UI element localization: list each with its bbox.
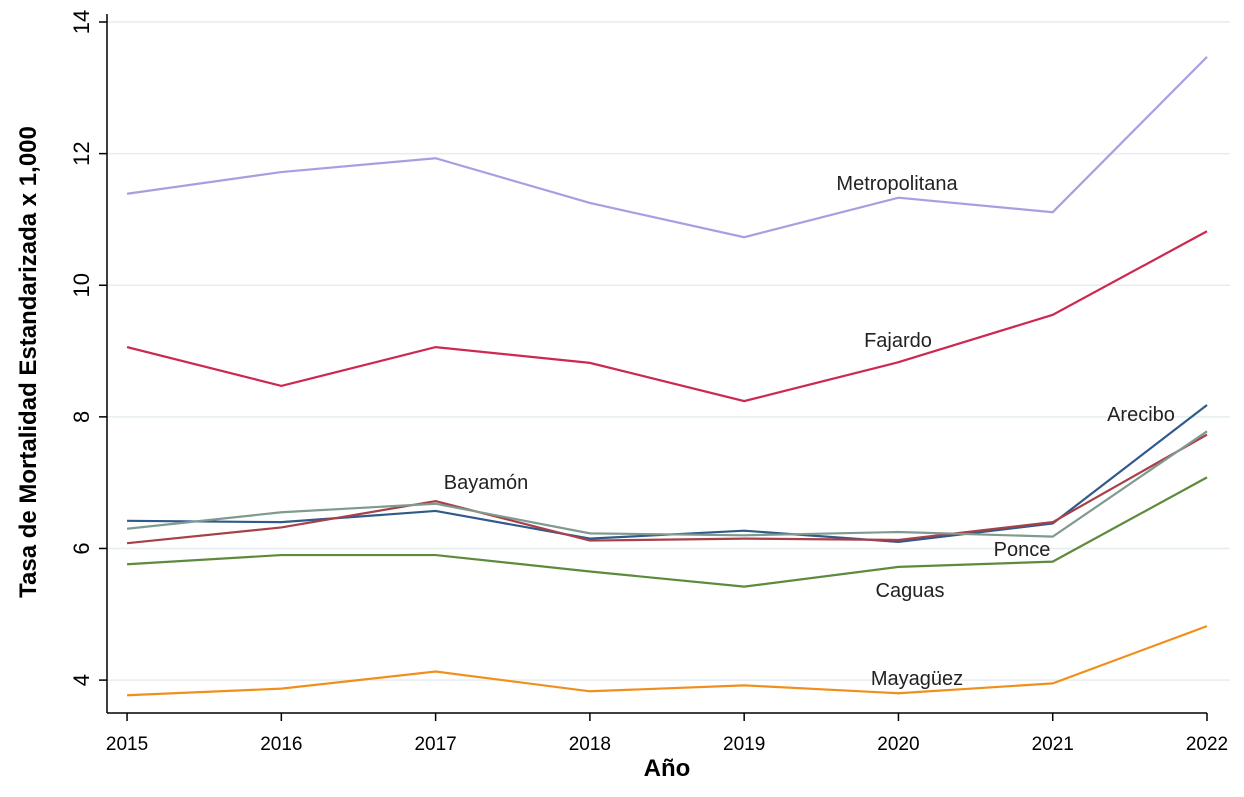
series-line bbox=[127, 625, 1208, 697]
series-label: Caguas bbox=[876, 580, 945, 602]
series-label: Ponce bbox=[994, 539, 1051, 561]
x-tick-label: 2018 bbox=[569, 734, 611, 755]
series-line bbox=[126, 230, 1208, 403]
x-tick-label: 2017 bbox=[414, 734, 456, 755]
series-label: Arecibo bbox=[1107, 404, 1175, 426]
y-tick-label: 4 bbox=[69, 674, 94, 686]
x-tick-label: 2020 bbox=[877, 734, 919, 755]
series-label: Metropolitana bbox=[836, 173, 958, 195]
x-tick-label: 2021 bbox=[1032, 734, 1074, 755]
series-line bbox=[127, 404, 1208, 543]
y-axis-title: Tasa de Mortalidad Estandarizada x 1,000 bbox=[15, 126, 42, 598]
y-tick-label: 14 bbox=[69, 10, 94, 34]
series-line bbox=[126, 476, 1208, 588]
series-line bbox=[126, 56, 1208, 239]
x-tick-label: 2015 bbox=[106, 734, 148, 755]
series-label: Fajardo bbox=[864, 330, 932, 352]
series-label: Mayagüez bbox=[871, 668, 963, 690]
series-line bbox=[126, 433, 1208, 545]
x-tick-label: 2019 bbox=[723, 734, 765, 755]
y-tick-label: 10 bbox=[69, 273, 94, 297]
x-tick-label: 2016 bbox=[260, 734, 302, 755]
y-tick-label: 6 bbox=[69, 542, 94, 554]
series-line bbox=[126, 430, 1208, 538]
x-axis-title: Año bbox=[644, 755, 691, 782]
y-tick-label: 12 bbox=[69, 141, 94, 165]
x-tick-label: 2022 bbox=[1186, 734, 1228, 755]
series-label: Bayamón bbox=[444, 472, 529, 494]
y-tick-label: 8 bbox=[69, 411, 94, 423]
